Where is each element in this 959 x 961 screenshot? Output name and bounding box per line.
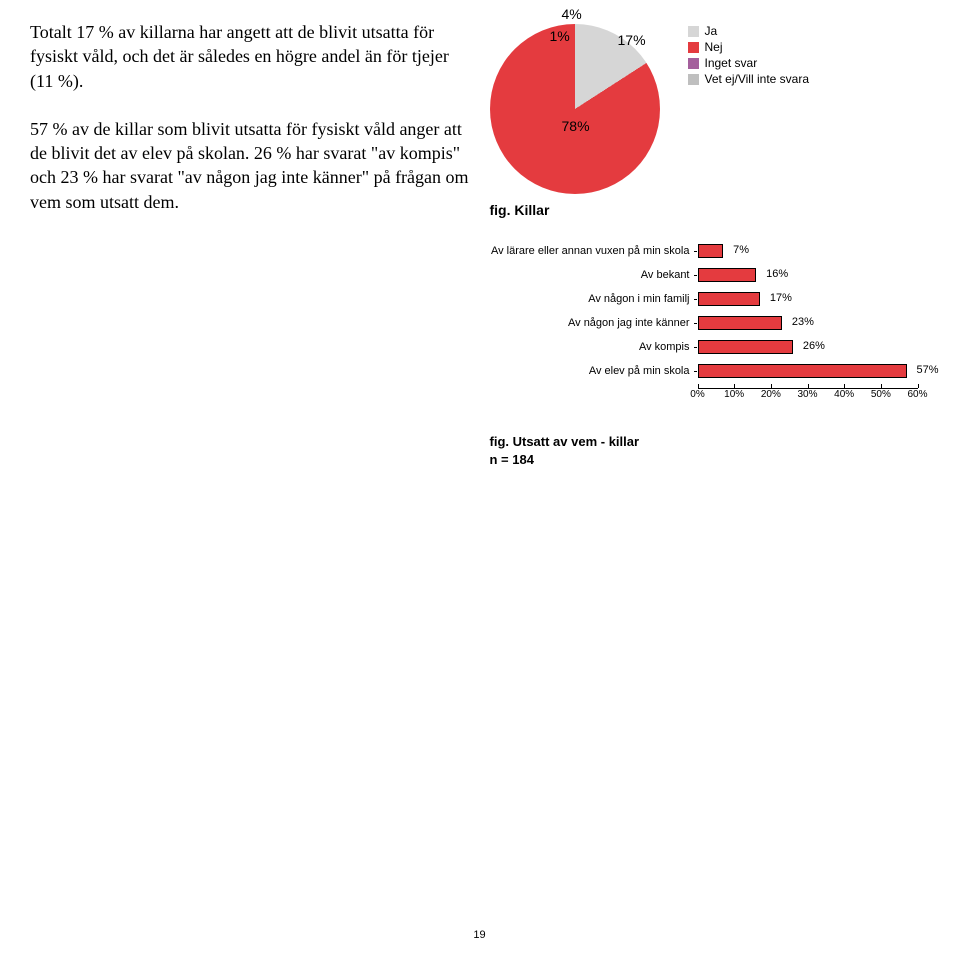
bar-fill bbox=[698, 316, 782, 330]
bar-track: 16% bbox=[698, 268, 918, 282]
pie-title: fig. Killar bbox=[490, 202, 660, 218]
axis-label: 0% bbox=[690, 389, 704, 400]
legend-swatch bbox=[688, 74, 699, 85]
bar-value: 17% bbox=[770, 292, 792, 304]
bar-fill bbox=[698, 340, 793, 354]
axis-tick bbox=[808, 384, 809, 388]
legend-item: Ja bbox=[688, 24, 810, 38]
bar-tick-mark bbox=[694, 323, 697, 324]
bar-category: Av kompis bbox=[490, 341, 694, 353]
bar-caption: fig. Utsatt av vem - killar n = 184 bbox=[490, 433, 930, 469]
pie-slice-label: 4% bbox=[562, 6, 582, 22]
bar-row: Av kompis 26% bbox=[490, 340, 930, 354]
bar-subtitle: n = 184 bbox=[490, 451, 930, 469]
axis-label: 20% bbox=[761, 389, 781, 400]
axis-labels: 0%10%20%30%40%50%60% bbox=[694, 389, 918, 403]
axis-tick bbox=[918, 384, 919, 388]
bar-track: 26% bbox=[698, 340, 918, 354]
bar-fill bbox=[698, 268, 757, 282]
bar-row: Av elev på min skola 57% bbox=[490, 364, 930, 378]
bar-row: Av lärare eller annan vuxen på min skola… bbox=[490, 244, 930, 258]
bar-fill bbox=[698, 244, 724, 258]
pie-slice-label: 17% bbox=[618, 32, 646, 48]
bar-tick-mark bbox=[694, 299, 697, 300]
pie-chart: 1%4%17%78% bbox=[490, 24, 660, 194]
legend-item: Inget svar bbox=[688, 56, 810, 70]
legend-swatch bbox=[688, 58, 699, 69]
bar-fill bbox=[698, 364, 907, 378]
bar-chart: Av lärare eller annan vuxen på min skola… bbox=[490, 244, 930, 403]
bar-track: 57% bbox=[698, 364, 918, 378]
paragraph-2: 57 % av de killar som blivit utsatta för… bbox=[30, 117, 470, 214]
bar-title: fig. Utsatt av vem - killar bbox=[490, 433, 930, 451]
legend-item: Nej bbox=[688, 40, 810, 54]
legend-label: Vet ej/Vill inte svara bbox=[705, 72, 810, 86]
bar-category: Av bekant bbox=[490, 269, 694, 281]
pie-slice-label: 1% bbox=[550, 28, 570, 44]
axis-tick bbox=[734, 384, 735, 388]
axis-label: 60% bbox=[907, 389, 927, 400]
legend-item: Vet ej/Vill inte svara bbox=[688, 72, 810, 86]
bar-category: Av lärare eller annan vuxen på min skola bbox=[490, 245, 694, 257]
axis-label: 50% bbox=[871, 389, 891, 400]
bar-tick-mark bbox=[694, 251, 697, 252]
bar-value: 23% bbox=[792, 316, 814, 328]
bar-value: 7% bbox=[733, 244, 749, 256]
bar-track: 23% bbox=[698, 316, 918, 330]
bar-tick-mark bbox=[694, 347, 697, 348]
axis-label: 10% bbox=[724, 389, 744, 400]
pie-legend: Ja Nej Inget svar Vet ej/Vill inte svara bbox=[688, 24, 810, 88]
paragraph-1: Totalt 17 % av killarna har angett att d… bbox=[30, 20, 470, 93]
legend-swatch bbox=[688, 42, 699, 53]
legend-label: Ja bbox=[705, 24, 718, 38]
page-number: 19 bbox=[30, 929, 929, 941]
legend-label: Nej bbox=[705, 40, 723, 54]
bar-tick-mark bbox=[694, 275, 697, 276]
bar-tick-mark bbox=[694, 371, 697, 372]
legend-swatch bbox=[688, 26, 699, 37]
bar-category: Av någon jag inte känner bbox=[490, 317, 694, 329]
legend-label: Inget svar bbox=[705, 56, 758, 70]
pie-chart-area: 1%4%17%78% fig. Killar JaNejInget svarVe… bbox=[490, 24, 930, 236]
bar-value: 57% bbox=[917, 364, 939, 376]
bar-fill bbox=[698, 292, 760, 306]
axis-label: 30% bbox=[797, 389, 817, 400]
axis-tick bbox=[844, 384, 845, 388]
bar-row: Av någon jag inte känner 23% bbox=[490, 316, 930, 330]
bar-category: Av elev på min skola bbox=[490, 365, 694, 377]
pie-slice-label: 78% bbox=[562, 118, 590, 134]
bar-category: Av någon i min familj bbox=[490, 293, 694, 305]
bar-row: Av någon i min familj 17% bbox=[490, 292, 930, 306]
bar-value: 26% bbox=[803, 340, 825, 352]
bar-track: 7% bbox=[698, 244, 918, 258]
axis-tick bbox=[771, 384, 772, 388]
axis-tick bbox=[881, 384, 882, 388]
bar-value: 16% bbox=[766, 268, 788, 280]
bar-track: 17% bbox=[698, 292, 918, 306]
axis-tick bbox=[698, 384, 699, 388]
axis-label: 40% bbox=[834, 389, 854, 400]
bar-row: Av bekant 16% bbox=[490, 268, 930, 282]
